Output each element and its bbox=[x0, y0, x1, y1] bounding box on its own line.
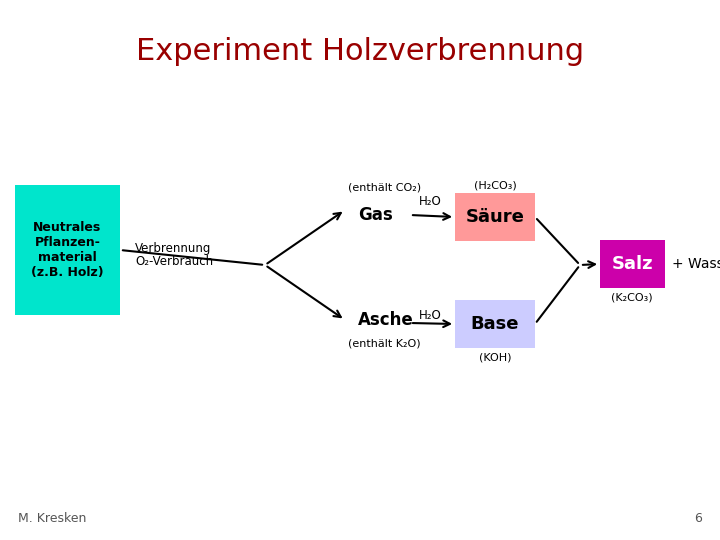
Text: Verbrennung: Verbrennung bbox=[135, 242, 212, 255]
Text: Experiment Holzverbrennung: Experiment Holzverbrennung bbox=[136, 37, 584, 66]
Text: (enthält K₂O): (enthält K₂O) bbox=[348, 338, 420, 348]
Text: M. Kresken: M. Kresken bbox=[18, 512, 86, 525]
Text: H₂O: H₂O bbox=[418, 195, 441, 208]
Text: O₂-Verbrauch: O₂-Verbrauch bbox=[135, 255, 213, 268]
Text: (K₂CO₃): (K₂CO₃) bbox=[611, 292, 653, 302]
Text: Säure: Säure bbox=[466, 208, 524, 226]
Text: (KOH): (KOH) bbox=[479, 352, 511, 362]
FancyBboxPatch shape bbox=[455, 300, 535, 348]
Text: + Wasser: + Wasser bbox=[672, 257, 720, 271]
Text: Neutrales
Pflanzen-
material
(z.B. Holz): Neutrales Pflanzen- material (z.B. Holz) bbox=[31, 221, 104, 279]
Text: Gas: Gas bbox=[358, 206, 392, 224]
Text: Base: Base bbox=[471, 315, 519, 333]
FancyBboxPatch shape bbox=[15, 185, 120, 315]
FancyBboxPatch shape bbox=[600, 240, 665, 288]
Text: (H₂CO₃): (H₂CO₃) bbox=[474, 180, 516, 190]
Text: 6: 6 bbox=[694, 512, 702, 525]
Text: Asche: Asche bbox=[358, 311, 414, 329]
FancyBboxPatch shape bbox=[455, 193, 535, 241]
Text: (enthält CO₂): (enthält CO₂) bbox=[348, 183, 421, 193]
Text: Salz: Salz bbox=[612, 255, 653, 273]
Text: H₂O: H₂O bbox=[418, 309, 441, 322]
